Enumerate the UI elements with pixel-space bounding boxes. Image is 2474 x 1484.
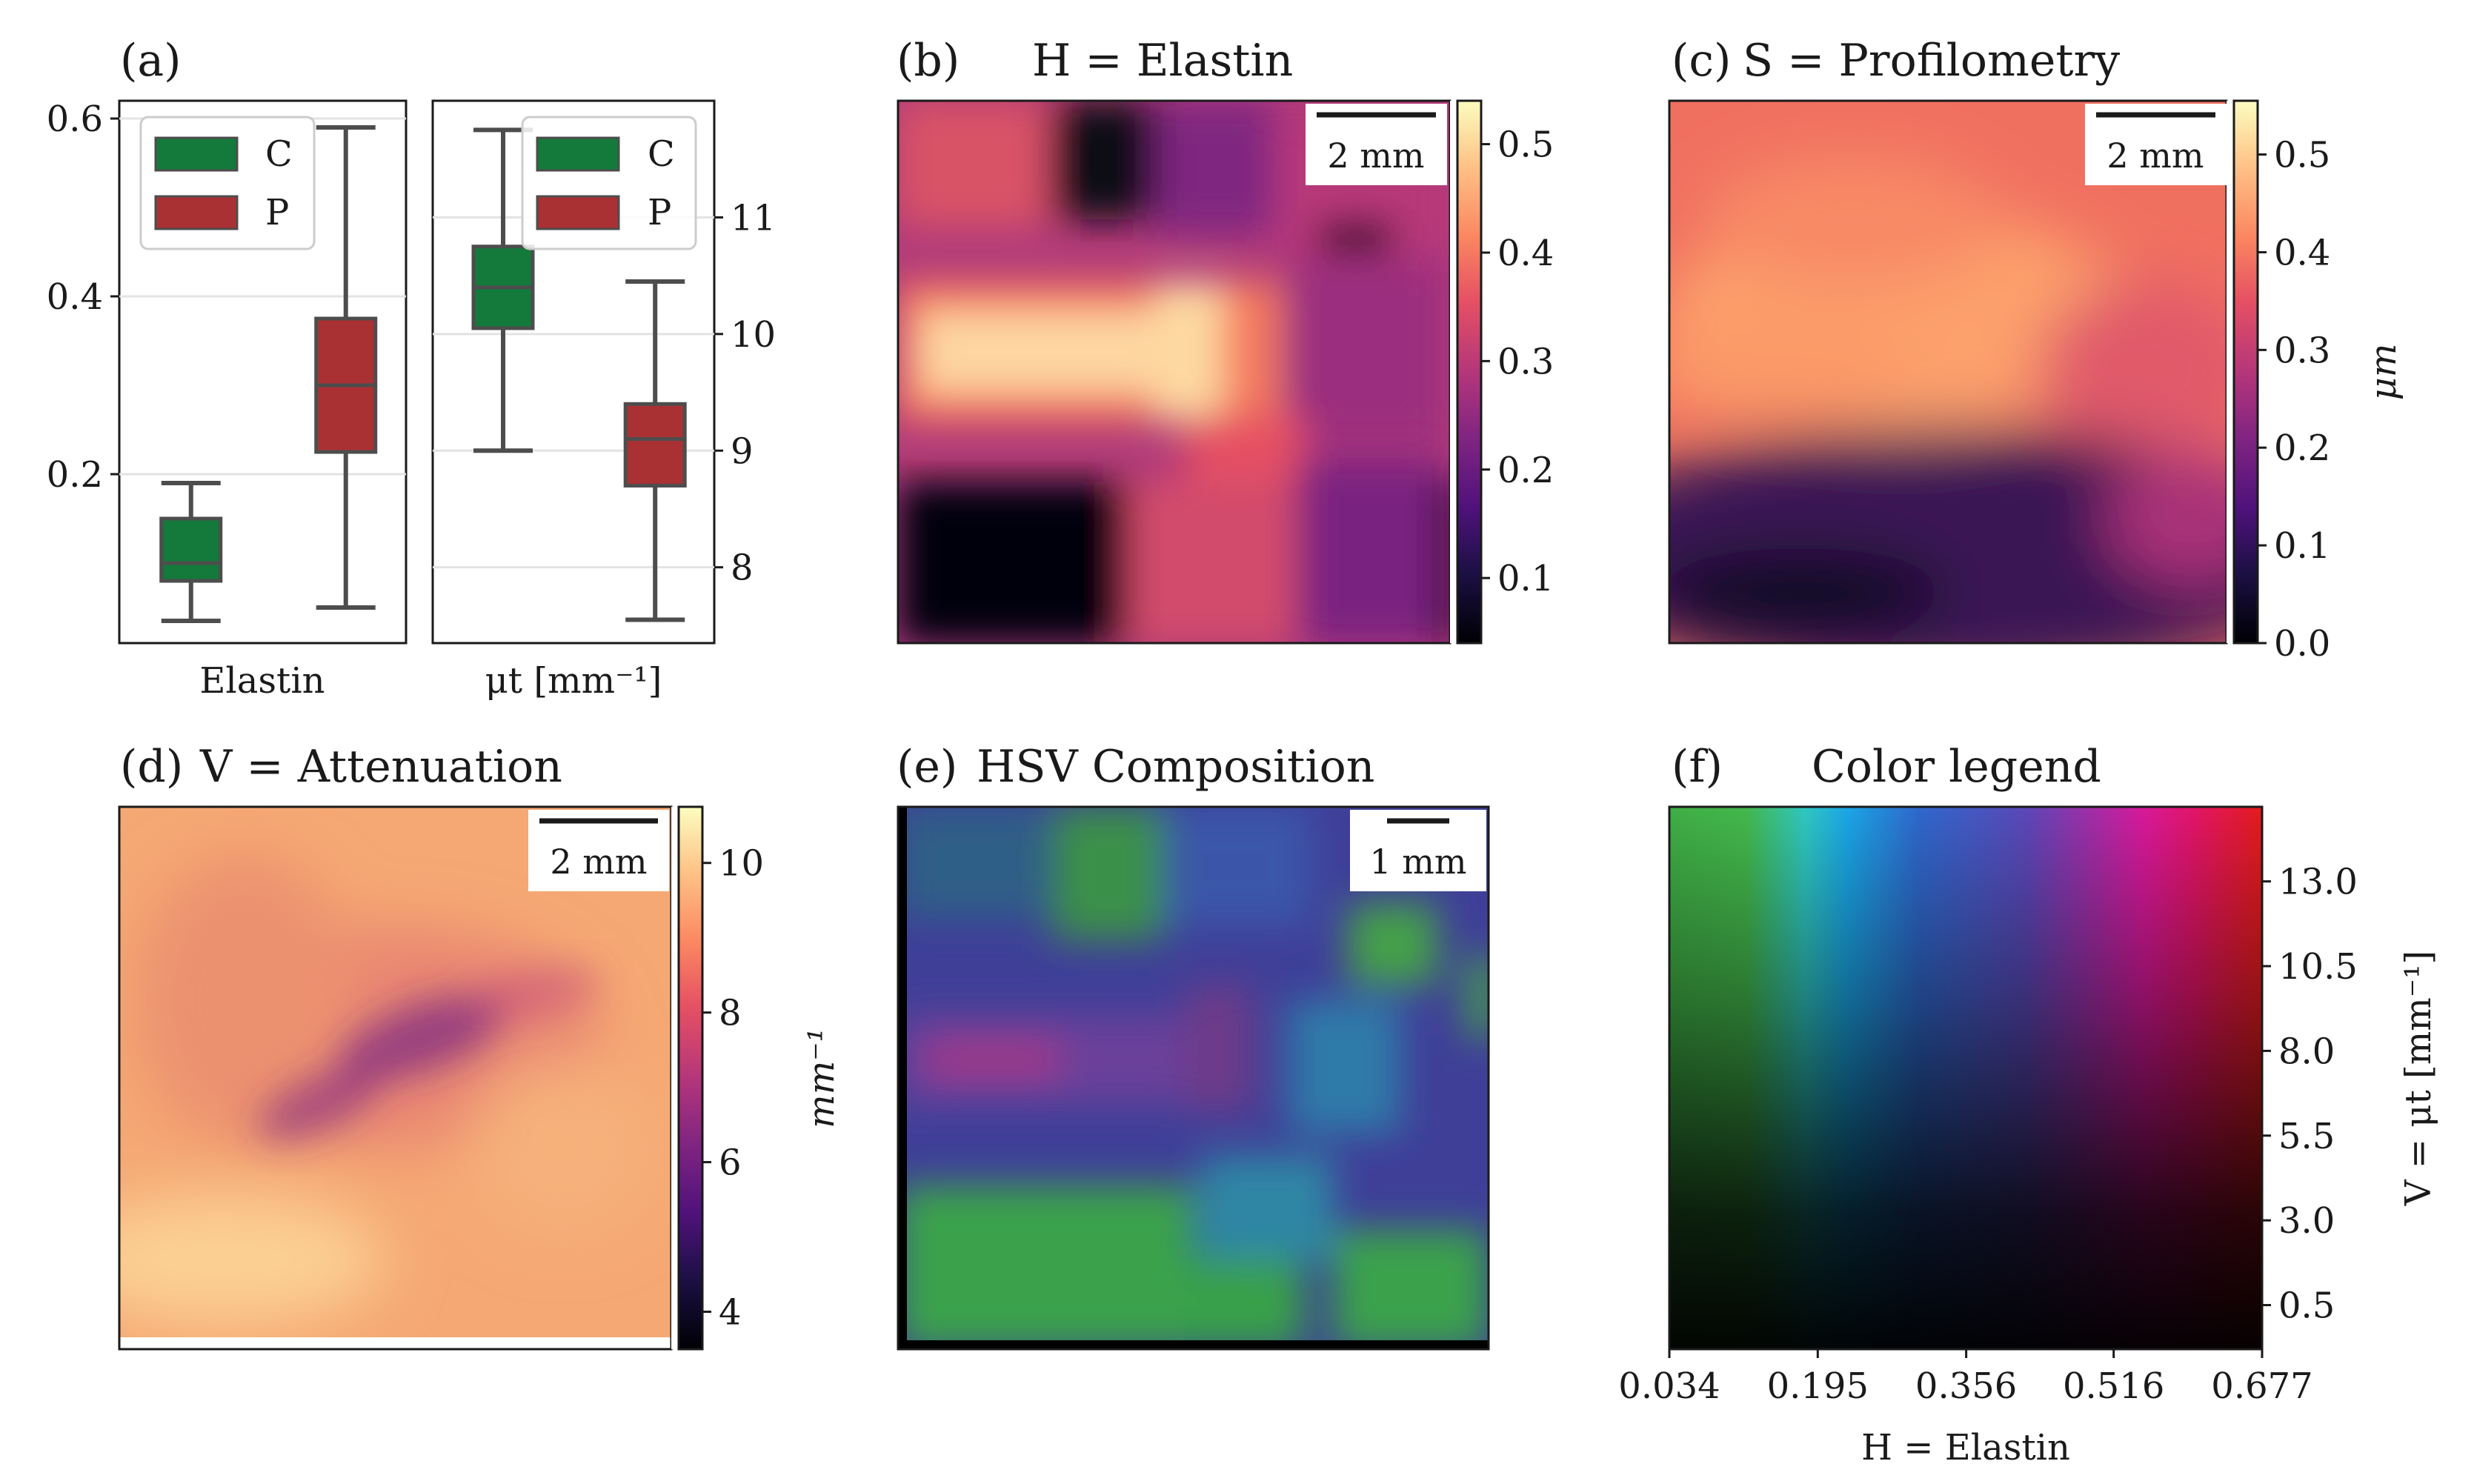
panel-b-title: H = Elastin bbox=[1032, 35, 1293, 87]
colorbar-c-bar bbox=[2232, 99, 2259, 645]
box-c-iqr bbox=[159, 516, 223, 583]
panel-f: (f) Color legend 0.034 0.195 0.356 0.516 0.6… bbox=[1618, 741, 2439, 1468]
panel-a: (a) 0.2 0.4 0.6 Elastin 8 9 10 11 μt [mm⁻¹] C… bbox=[47, 35, 776, 702]
ytick-label: 10.5 bbox=[2278, 946, 2358, 988]
box-p-iqr bbox=[623, 402, 687, 488]
scale-bar-d-label: 2 mm bbox=[550, 842, 647, 882]
colorbar-tick-label: 0.1 bbox=[2274, 525, 2330, 567]
legend-swatch-p bbox=[154, 195, 239, 230]
scale-bar-b-label: 2 mm bbox=[1327, 136, 1424, 176]
yticks-f: 0.5 3.0 5.5 8.0 10.5 13.0 bbox=[2262, 862, 2358, 1327]
panel-a-label: (a) bbox=[120, 35, 182, 87]
scale-bar-e-label: 1 mm bbox=[1369, 842, 1466, 882]
panel-e-title: HSV Composition bbox=[977, 741, 1374, 793]
colorbar-b: 0.1 0.2 0.3 0.4 0.5 bbox=[1450, 99, 1554, 645]
colorbar-tick-label: 0.1 bbox=[1497, 558, 1554, 599]
ytick-label: 0.5 bbox=[2278, 1285, 2335, 1327]
ytick-label: 0.4 bbox=[47, 276, 103, 318]
legend-label-p: P bbox=[265, 192, 289, 233]
xtick-label: 0.677 bbox=[2211, 1365, 2312, 1407]
xticks-f: 0.034 0.195 0.356 0.516 0.677 bbox=[1618, 1349, 2313, 1407]
xtick-label: 0.356 bbox=[1915, 1365, 2017, 1407]
hsv-composition-frame bbox=[897, 805, 1490, 1351]
ytick-label: 5.5 bbox=[2278, 1116, 2335, 1157]
xtick-label: 0.195 bbox=[1767, 1365, 1869, 1407]
ylabel-f: V = μt [mm⁻¹] bbox=[2398, 951, 2439, 1206]
elastin-map-image bbox=[898, 101, 1450, 643]
colorbar-tick-label: 0.3 bbox=[1497, 341, 1554, 382]
colorbar-tick-label: 0.0 bbox=[2274, 623, 2330, 665]
colorbar-tick-label: 0.5 bbox=[2274, 135, 2330, 176]
panel-b-label: (b) bbox=[897, 35, 960, 87]
panel-f-title: Color legend bbox=[1812, 741, 2101, 793]
panel-e: (e) HSV Composition bbox=[897, 741, 1490, 1351]
legend-swatch-p bbox=[536, 195, 620, 230]
colorbar-d: 4 6 8 10 bbox=[671, 805, 764, 1351]
legend-elastin: C P bbox=[139, 116, 316, 250]
panel-f-label: (f) bbox=[1672, 741, 1723, 793]
yticks-mut: 8 9 10 11 bbox=[714, 197, 776, 589]
xlabel-mut: μt [mm⁻¹] bbox=[485, 660, 662, 702]
ytick-label: 13.0 bbox=[2278, 862, 2358, 903]
xtick-label: 0.516 bbox=[2063, 1365, 2164, 1407]
colorbar-tick-label: 10 bbox=[719, 843, 764, 885]
ytick-label: 9 bbox=[731, 430, 754, 472]
legend-swatch-c bbox=[536, 136, 620, 172]
ytick-label: 0.6 bbox=[47, 99, 103, 140]
legend-label-p: P bbox=[648, 192, 671, 233]
scale-bar-c: 2 mm bbox=[2085, 104, 2227, 185]
colorbar-tick-label: 0.3 bbox=[2274, 330, 2330, 371]
colorbar-c: 0.0 0.1 0.2 0.3 0.4 0.5 bbox=[2227, 99, 2330, 665]
panel-c-title: S = Profilometry bbox=[1743, 35, 2120, 87]
colorbar-gap bbox=[671, 807, 679, 1349]
colorbar-tick-label: 8 bbox=[719, 993, 742, 1034]
boxes-elastin bbox=[159, 125, 378, 623]
scale-bar-c-label: 2 mm bbox=[2106, 136, 2204, 176]
colorbar-d-label: mm⁻¹ bbox=[801, 1028, 842, 1128]
xlabel-elastin: Elastin bbox=[199, 660, 325, 702]
hsv-composition-image bbox=[898, 807, 1489, 1349]
panel-d: (d) V = Attenuation 2 mm 4 6 8 10 mm⁻¹ bbox=[118, 741, 842, 1351]
legend-mut: C P bbox=[521, 116, 697, 250]
panel-c-label: (c) bbox=[1672, 35, 1731, 87]
legend-label-c: C bbox=[265, 133, 293, 175]
panel-b: (b) H = Elastin bbox=[897, 35, 1554, 645]
ytick-label: 0.2 bbox=[47, 454, 103, 496]
colorbar-b-bar bbox=[1456, 99, 1483, 645]
xlabel-f: H = Elastin bbox=[1861, 1427, 2070, 1468]
boxes-mut bbox=[471, 127, 687, 622]
colorbar-tick-label: 0.2 bbox=[2274, 427, 2330, 469]
colorbar-d-bar bbox=[677, 805, 704, 1351]
colorbar-gap bbox=[1450, 101, 1457, 643]
ytick-label: 8 bbox=[731, 548, 754, 589]
legend-label-c: C bbox=[648, 133, 675, 175]
scale-bar-e: 1 mm bbox=[1350, 810, 1486, 891]
ytick-label: 10 bbox=[731, 314, 776, 356]
color-legend-image bbox=[1669, 807, 2262, 1349]
panel-e-label: (e) bbox=[897, 741, 957, 793]
xtick-label: 0.034 bbox=[1618, 1365, 1720, 1407]
ytick-label: 3.0 bbox=[2278, 1200, 2335, 1242]
colorbar-tick-label: 0.4 bbox=[1497, 233, 1554, 274]
ytick-label: 11 bbox=[731, 197, 776, 239]
colorbar-tick-label: 4 bbox=[719, 1292, 742, 1334]
panel-d-label: (d) bbox=[120, 741, 183, 793]
colorbar-c-label: μm bbox=[2363, 344, 2404, 401]
profilometry-map-image bbox=[1669, 101, 2227, 643]
ytick-label: 8.0 bbox=[2278, 1031, 2335, 1072]
scale-bar-d: 2 mm bbox=[528, 810, 669, 891]
attenuation-map-image bbox=[119, 807, 671, 1349]
colorbar-gap bbox=[2227, 101, 2234, 643]
scale-bar-b: 2 mm bbox=[1306, 104, 1447, 185]
panel-c: (c) S = Profilometry 2 mm 0.00.10.20.30.… bbox=[1668, 35, 2404, 665]
colorbar-tick-label: 0.4 bbox=[2274, 232, 2330, 273]
legend-swatch-c bbox=[154, 136, 239, 172]
colorbar-tick-label: 0.2 bbox=[1497, 450, 1554, 491]
colorbar-tick-label: 6 bbox=[719, 1142, 742, 1184]
colorbar-tick-label: 0.5 bbox=[1497, 124, 1554, 166]
panel-d-title: V = Attenuation bbox=[199, 741, 562, 793]
yticks-elastin: 0.2 0.4 0.6 bbox=[47, 99, 119, 496]
